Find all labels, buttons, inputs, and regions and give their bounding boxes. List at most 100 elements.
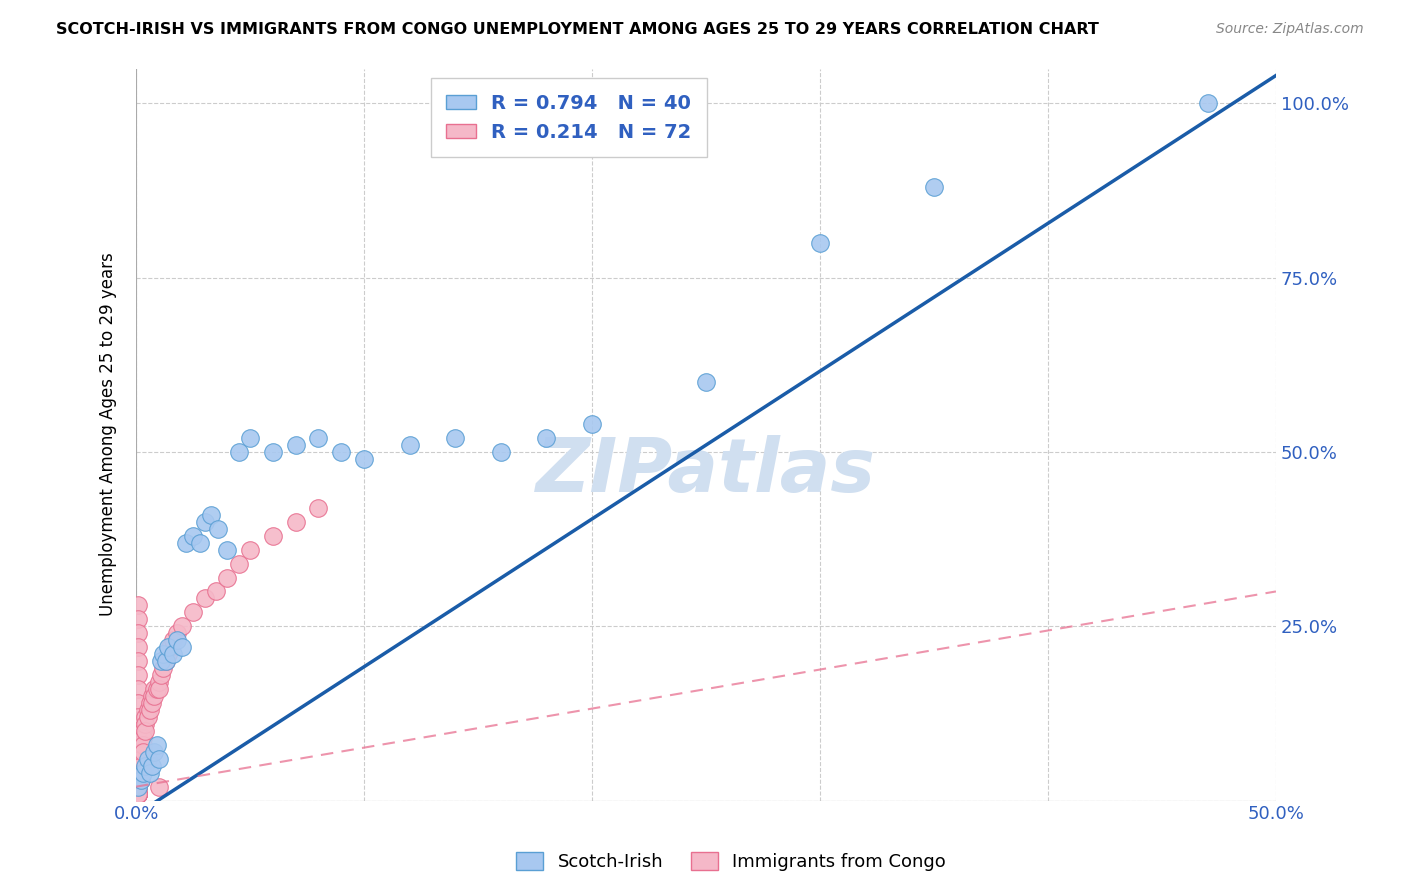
Point	[127, 780, 149, 794]
Point	[127, 668, 149, 682]
Point	[134, 723, 156, 738]
Point	[205, 584, 228, 599]
Point	[134, 710, 156, 724]
Point	[262, 445, 284, 459]
Point	[139, 765, 162, 780]
Point	[148, 681, 170, 696]
Point	[127, 723, 149, 738]
Point	[127, 787, 149, 801]
Legend: Scotch-Irish, Immigrants from Congo: Scotch-Irish, Immigrants from Congo	[509, 845, 953, 879]
Point	[127, 787, 149, 801]
Point	[155, 654, 177, 668]
Text: SCOTCH-IRISH VS IMMIGRANTS FROM CONGO UNEMPLOYMENT AMONG AGES 25 TO 29 YEARS COR: SCOTCH-IRISH VS IMMIGRANTS FROM CONGO UN…	[56, 22, 1099, 37]
Point	[262, 529, 284, 543]
Point	[132, 738, 155, 752]
Point	[143, 689, 166, 703]
Point	[145, 681, 167, 696]
Point	[353, 452, 375, 467]
Point	[127, 758, 149, 772]
Point	[127, 772, 149, 787]
Y-axis label: Unemployment Among Ages 25 to 29 years: Unemployment Among Ages 25 to 29 years	[100, 252, 117, 616]
Point	[136, 703, 159, 717]
Point	[139, 703, 162, 717]
Point	[228, 445, 250, 459]
Point	[127, 787, 149, 801]
Point	[170, 640, 193, 655]
Point	[127, 696, 149, 710]
Point	[129, 772, 152, 787]
Point	[170, 619, 193, 633]
Point	[200, 508, 222, 522]
Point	[148, 780, 170, 794]
Point	[166, 626, 188, 640]
Point	[308, 500, 330, 515]
Point	[284, 515, 307, 529]
Point	[127, 780, 149, 794]
Point	[922, 180, 945, 194]
Point	[127, 780, 149, 794]
Point	[127, 787, 149, 801]
Point	[143, 745, 166, 759]
Point	[217, 542, 239, 557]
Point	[127, 780, 149, 794]
Point	[398, 438, 420, 452]
Point	[136, 752, 159, 766]
Point	[143, 681, 166, 696]
Point	[127, 745, 149, 759]
Point	[330, 445, 353, 459]
Point	[127, 640, 149, 655]
Point	[127, 599, 149, 613]
Point	[1197, 96, 1219, 111]
Point	[284, 438, 307, 452]
Text: Source: ZipAtlas.com: Source: ZipAtlas.com	[1216, 22, 1364, 37]
Point	[181, 529, 204, 543]
Point	[228, 557, 250, 571]
Point	[174, 535, 197, 549]
Point	[193, 591, 215, 606]
Point	[139, 696, 162, 710]
Point	[808, 235, 831, 250]
Point	[152, 661, 174, 675]
Point	[127, 612, 149, 626]
Point	[308, 431, 330, 445]
Point	[127, 752, 149, 766]
Point	[127, 654, 149, 668]
Text: ZIPatlas: ZIPatlas	[536, 434, 876, 508]
Point	[148, 675, 170, 690]
Point	[581, 417, 603, 431]
Point	[141, 696, 163, 710]
Point	[127, 765, 149, 780]
Point	[129, 765, 152, 780]
Point	[148, 752, 170, 766]
Point	[127, 787, 149, 801]
Point	[193, 515, 215, 529]
Point	[217, 570, 239, 584]
Point	[129, 758, 152, 772]
Point	[162, 647, 184, 661]
Point	[129, 745, 152, 759]
Point	[150, 654, 173, 668]
Point	[695, 376, 717, 390]
Point	[536, 431, 558, 445]
Point	[127, 681, 149, 696]
Point	[207, 522, 229, 536]
Point	[129, 772, 152, 787]
Point	[127, 710, 149, 724]
Point	[181, 606, 204, 620]
Point	[239, 542, 262, 557]
Point	[134, 717, 156, 731]
Point	[136, 710, 159, 724]
Point	[127, 787, 149, 801]
Point	[155, 654, 177, 668]
Point	[127, 780, 149, 794]
Point	[132, 765, 155, 780]
Point	[127, 787, 149, 801]
Point	[127, 787, 149, 801]
Point	[162, 633, 184, 648]
Point	[127, 787, 149, 801]
Point	[152, 647, 174, 661]
Point	[132, 723, 155, 738]
Point	[489, 445, 512, 459]
Point	[141, 689, 163, 703]
Point	[157, 640, 180, 655]
